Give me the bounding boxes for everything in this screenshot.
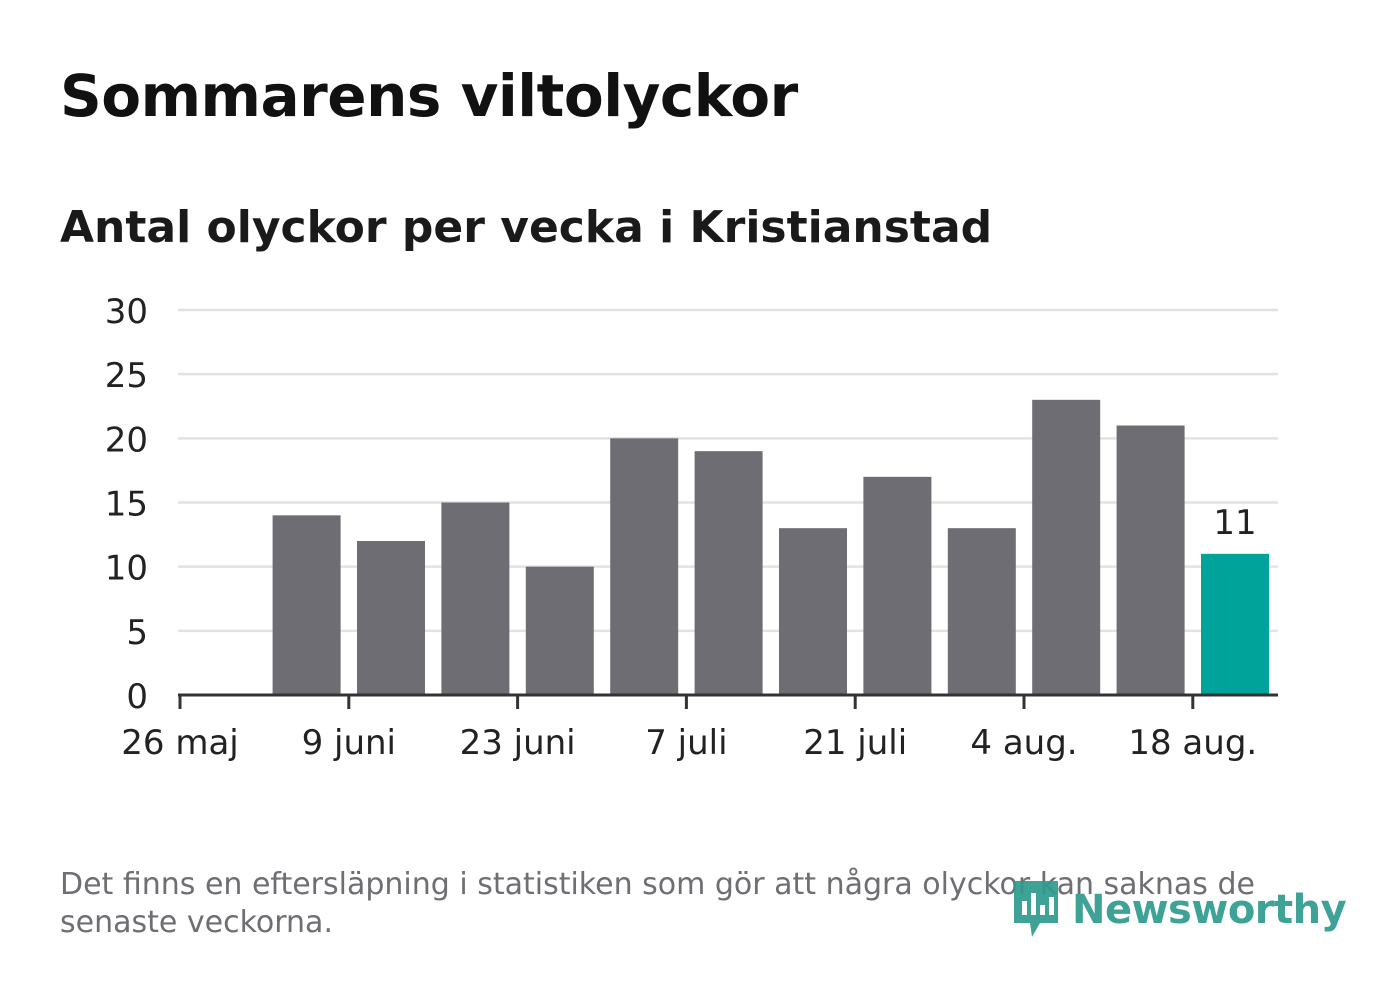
y-tick-label: 15 <box>105 485 148 525</box>
x-tick-label: 7 juli <box>645 723 727 763</box>
y-tick-label: 5 <box>126 613 148 653</box>
bar <box>1201 553 1269 695</box>
bar <box>947 528 1016 695</box>
bar <box>779 528 847 695</box>
bar <box>357 541 425 695</box>
x-tick-label: 18 aug. <box>1128 723 1257 763</box>
y-tick-label: 10 <box>105 549 148 589</box>
chart-subtitle: Antal olyckor per vecka i Kristianstad <box>60 202 993 253</box>
logo-text: Newsworthy <box>1072 887 1347 933</box>
chart-title: Sommarens viltolyckor <box>60 62 798 130</box>
bar <box>441 502 510 695</box>
x-tick-label: 4 aug. <box>970 723 1077 763</box>
bar <box>610 438 679 695</box>
y-tick-label: 30 <box>105 292 148 332</box>
bar <box>272 515 341 695</box>
y-tick-label: 20 <box>105 420 148 460</box>
bar <box>1032 399 1101 695</box>
x-tick-label: 26 maj <box>121 723 238 763</box>
bar <box>525 566 594 695</box>
x-tick-label: 9 juni <box>302 723 396 763</box>
y-tick-label: 0 <box>126 677 148 717</box>
bar <box>694 451 763 695</box>
bar <box>863 476 932 695</box>
data-label: 11 <box>1213 503 1256 543</box>
x-tick-label: 21 juli <box>803 723 907 763</box>
x-tick-label: 23 juni <box>460 723 576 763</box>
bar <box>1116 425 1185 695</box>
newsworthy-logo-icon <box>1014 881 1058 937</box>
newsworthy-logo: Newsworthy <box>1010 874 1347 946</box>
y-tick-label: 25 <box>105 356 148 396</box>
